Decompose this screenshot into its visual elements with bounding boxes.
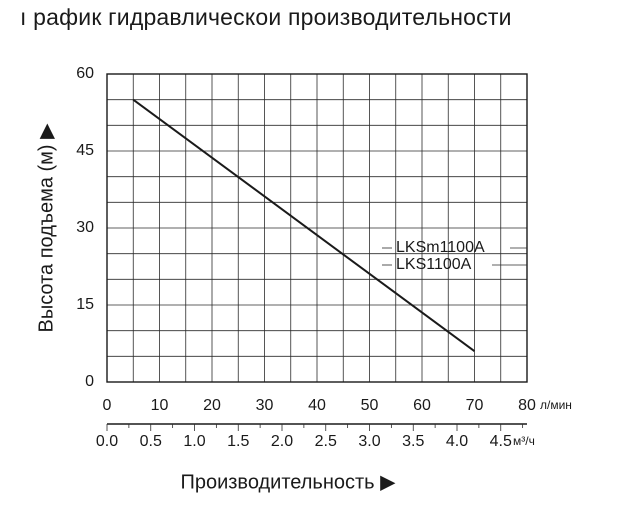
chart-title: ı рафик гидравлическои производительност… <box>20 4 512 30</box>
x2-tick-label: 4.0 <box>446 433 468 450</box>
x-tick-label: 0 <box>103 397 112 414</box>
y-axis-label: Высота подъема (м) ▶ <box>35 123 57 333</box>
x-tick-label: 10 <box>151 397 169 414</box>
y-tick-label: 0 <box>85 373 94 390</box>
y-axis-ticks: 0 15 30 45 60 <box>76 65 94 390</box>
y-tick-label: 60 <box>76 65 94 82</box>
x-tick-label: 50 <box>361 397 379 414</box>
x2-axis: 0.0 0.5 1.0 1.5 2.0 2.5 3.0 3.5 4.0 4.5 <box>96 423 527 450</box>
x2-tick-label: 0.0 <box>96 433 118 450</box>
x2-tick-label: 0.5 <box>140 433 162 450</box>
performance-curve <box>132 98 476 353</box>
x2-tick-label: 2.0 <box>271 433 293 450</box>
x2-axis-unit: м³/ч <box>513 434 535 448</box>
grid <box>107 74 527 382</box>
x-tick-label: 80 <box>518 397 536 414</box>
y-tick-label: 45 <box>76 142 94 159</box>
x-axis-unit: л/мин <box>540 398 572 412</box>
x-axis-label: Производительность ▶ <box>180 471 396 493</box>
x-axis-ticks: 0 10 20 30 40 50 60 70 80 <box>103 397 536 414</box>
x2-tick-label: 1.5 <box>227 433 249 450</box>
series-layer <box>132 98 476 353</box>
model-label-lks1100a: LKS1100A <box>396 256 472 273</box>
y-tick-label: 30 <box>76 219 94 236</box>
x-tick-label: 30 <box>256 397 274 414</box>
model-legend: LKSm1100A LKS1100A <box>382 239 527 273</box>
model-label-lksm1100a: LKSm1100A <box>396 239 485 256</box>
plot-frame <box>106 73 528 383</box>
x2-tick-label: 3.5 <box>402 433 424 450</box>
x2-tick-label: 4.5 <box>490 433 512 450</box>
x-tick-label: 40 <box>308 397 326 414</box>
x2-tick-label: 3.0 <box>358 433 380 450</box>
x-tick-label: 60 <box>413 397 431 414</box>
y-tick-label: 15 <box>76 296 94 313</box>
x2-tick-label: 1.0 <box>183 433 205 450</box>
x-tick-label: 70 <box>466 397 484 414</box>
x2-tick-label: 2.5 <box>315 433 337 450</box>
x-tick-label: 20 <box>203 397 221 414</box>
